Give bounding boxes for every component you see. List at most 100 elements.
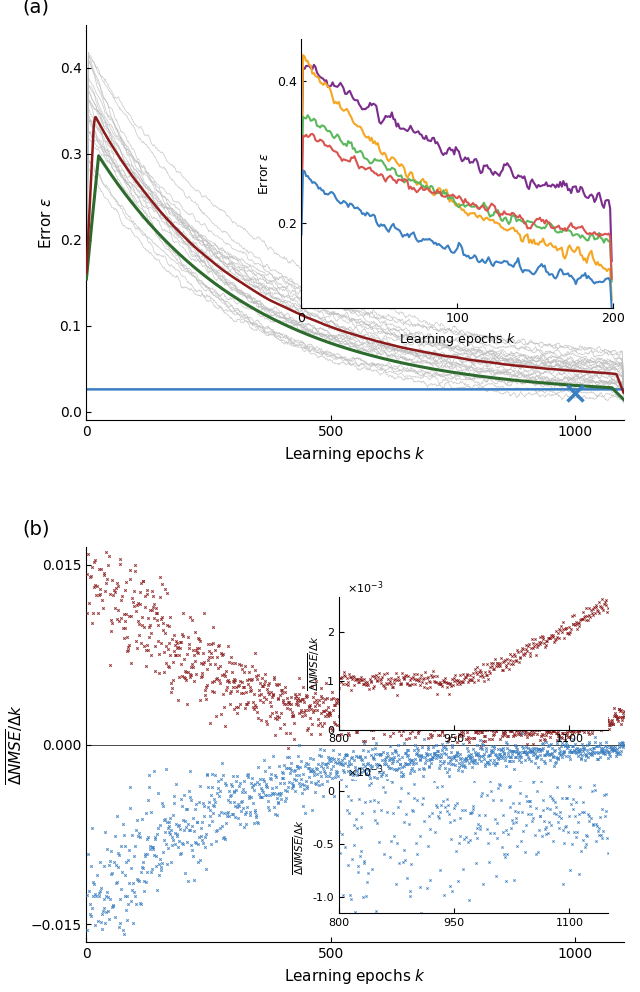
Point [389,761,399,777]
Point [177,628,188,644]
Point [391,876,401,892]
Point [237,784,247,800]
Point [120,581,130,597]
Point [446,715,456,731]
Point [593,751,603,767]
Point [493,721,503,737]
Point [574,723,584,739]
Point [547,791,557,806]
Point [263,684,273,700]
Point [479,728,490,744]
Point [289,764,299,780]
Point [472,737,483,753]
Point [244,806,255,822]
Point [244,791,254,806]
Point [538,735,548,751]
Point [532,726,543,742]
Point [312,757,323,773]
Point [340,746,351,762]
Point [458,758,468,774]
Point [547,628,557,644]
Point [209,684,220,700]
Point [317,718,328,734]
Point [370,746,380,762]
Point [301,755,311,771]
Point [436,749,446,765]
Point [104,857,114,873]
Point [362,765,372,781]
Point [466,672,476,687]
Point [347,749,357,765]
Point [128,875,138,891]
Point [270,710,280,726]
Point [596,802,607,817]
Point [246,658,257,674]
Point [208,798,218,813]
Point [390,748,400,764]
Point [221,815,231,831]
Point [384,676,394,691]
Point [596,717,607,733]
Point [138,860,148,876]
Point [568,722,579,738]
Point [528,726,538,742]
Point [329,788,339,804]
Point [350,720,360,736]
Point [461,761,472,777]
Point [619,737,629,753]
Point [444,754,454,770]
Point [550,755,560,771]
Point [243,694,253,710]
Point [295,692,305,708]
Point [184,637,194,653]
Point [234,656,244,672]
Point [462,771,472,787]
Point [211,657,221,673]
Point [368,722,378,738]
Point [92,936,102,952]
Point [480,664,490,680]
Point [237,662,248,678]
Point [492,721,502,737]
Point [380,680,390,695]
Point [94,888,104,904]
Point [589,777,599,793]
Point [136,896,147,912]
Point [459,672,469,687]
Point [365,703,376,719]
Point [184,821,194,837]
Point [401,746,411,762]
Point [176,845,186,861]
Point [284,693,294,709]
Point [540,821,550,837]
Point [150,664,160,680]
Point [566,744,577,760]
Point [614,735,624,751]
Point [367,751,378,767]
Point [271,676,281,691]
Point [361,888,371,904]
Point [568,742,579,758]
Point [104,549,114,564]
Point [111,876,121,892]
Point [310,698,320,714]
Point [330,716,340,732]
Point [348,748,358,764]
Point [575,711,586,727]
Point [284,696,294,712]
Point [582,750,593,766]
Point [257,782,268,798]
Point [85,568,95,584]
Point [343,788,353,804]
Point [141,864,152,880]
Point [361,765,371,781]
Point [416,720,426,736]
Point [449,748,460,764]
Point [375,703,385,719]
Point [580,720,591,736]
Point [282,700,292,716]
Point [186,670,196,685]
Point [101,904,111,920]
Point [449,670,460,685]
Point [510,749,520,765]
